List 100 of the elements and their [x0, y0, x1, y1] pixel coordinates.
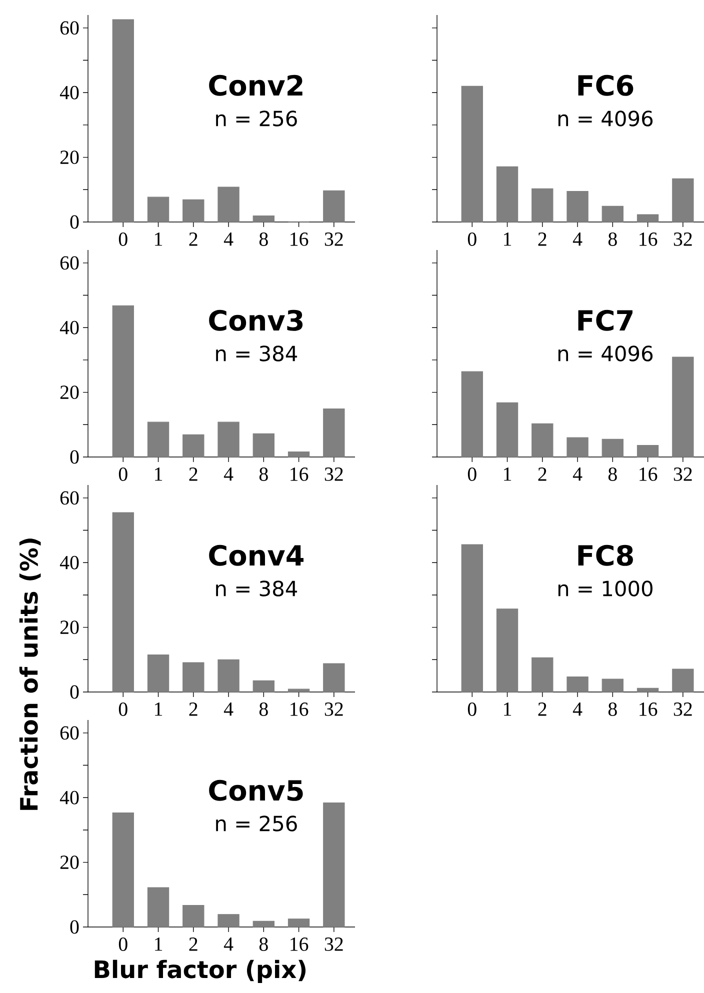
text: n = 1000 — [558, 580, 652, 596]
x-tick-label: 16 — [640, 468, 658, 481]
x-tick-label: 8 — [259, 468, 268, 481]
bar — [218, 659, 240, 692]
bar — [532, 423, 554, 458]
y-tick-label: 20 — [60, 386, 79, 400]
y-tick-label: 20 — [60, 856, 79, 870]
y-tick-label: 40 — [60, 86, 79, 100]
bar — [323, 408, 345, 458]
x-tick-label: 32 — [674, 702, 692, 716]
bar — [496, 166, 518, 222]
text: n = 4096 — [558, 346, 653, 362]
bar — [323, 190, 345, 222]
x-tick-label: 16 — [640, 702, 658, 716]
bar — [636, 445, 659, 458]
x-tick-label: 32 — [324, 468, 343, 481]
y-tick-label: 60 — [60, 491, 79, 505]
x-tick-label: 8 — [608, 702, 617, 716]
bar — [252, 920, 274, 928]
bar — [461, 544, 483, 692]
x-tick-label: 0 — [118, 468, 128, 481]
bar — [147, 654, 170, 692]
bar — [288, 688, 310, 692]
x-tick-label: 0 — [468, 702, 476, 716]
bar — [252, 216, 274, 222]
x-tick-label: 4 — [572, 468, 582, 481]
bar — [112, 305, 134, 458]
text: n = 384 — [216, 580, 298, 596]
text: FC7 — [578, 310, 632, 331]
y-tick-label: 60 — [60, 256, 79, 270]
bar — [602, 438, 624, 458]
bar — [147, 887, 170, 928]
bar — [532, 188, 554, 222]
x-tick-label: 1 — [155, 468, 162, 481]
bar — [182, 434, 204, 458]
y-axis-title: Fraction of units (%) — [19, 538, 41, 810]
text: FC6 — [578, 74, 634, 96]
x-tick-label: 16 — [640, 232, 658, 246]
y-tick-label: 0 — [70, 685, 79, 699]
bar — [218, 422, 240, 458]
bar — [602, 678, 624, 692]
bar — [147, 422, 170, 458]
x-tick-label: 32 — [324, 232, 343, 246]
bar — [672, 668, 694, 692]
bar — [636, 688, 659, 692]
y-tick-label: 0 — [70, 450, 79, 464]
bar — [112, 512, 134, 692]
text: Conv4 — [209, 544, 304, 566]
text: Conv3 — [209, 310, 303, 331]
y-tick-label: 60 — [60, 726, 79, 740]
x-tick-label: 2 — [189, 938, 198, 951]
bar — [288, 918, 310, 928]
bar — [636, 214, 659, 222]
x-tick-label: 4 — [224, 938, 234, 951]
x-tick-label: 0 — [118, 702, 128, 716]
x-tick-label: 1 — [155, 938, 162, 951]
bar — [218, 914, 240, 928]
x-tick-label: 2 — [538, 702, 546, 716]
x-tick-label: 8 — [259, 938, 268, 951]
x-tick-label: 4 — [224, 702, 234, 716]
bar — [147, 196, 170, 222]
bar — [252, 680, 274, 692]
y-tick-label: 0 — [70, 920, 79, 934]
bar — [323, 802, 345, 928]
bar — [218, 186, 240, 222]
x-tick-label: 2 — [538, 468, 546, 481]
x-tick-label: 8 — [608, 468, 617, 481]
x-tick-label: 0 — [468, 468, 476, 481]
text: n = 4096 — [558, 110, 653, 126]
x-tick-label: 0 — [468, 232, 476, 246]
x-tick-label: 32 — [324, 938, 343, 951]
x-tick-label: 4 — [224, 232, 234, 246]
text: n = 256 — [216, 816, 297, 832]
y-tick-label: 40 — [60, 556, 79, 570]
bar — [496, 402, 518, 458]
bar — [461, 371, 483, 458]
x-tick-label: 2 — [189, 232, 198, 246]
bar — [112, 812, 134, 928]
x-axis-title: Blur factor (pix) — [94, 960, 306, 983]
x-tick-label: 4 — [572, 702, 582, 716]
x-tick-label: 8 — [259, 702, 268, 716]
x-tick-label: 16 — [290, 938, 308, 951]
x-tick-label: 32 — [674, 232, 692, 246]
text: Conv5 — [209, 780, 303, 801]
bar — [182, 905, 204, 928]
bar — [532, 657, 554, 692]
x-tick-label: 1 — [504, 232, 512, 246]
y-tick-label: 60 — [60, 21, 79, 35]
bar — [182, 199, 204, 222]
x-tick-label: 0 — [118, 938, 128, 951]
bar — [672, 356, 694, 458]
bar — [252, 433, 274, 458]
x-tick-label: 4 — [224, 468, 234, 481]
x-tick-label: 32 — [674, 468, 692, 481]
y-tick-label: 20 — [60, 620, 79, 634]
bar — [182, 662, 204, 692]
bar — [112, 19, 134, 222]
x-tick-label: 32 — [324, 702, 343, 716]
x-tick-label: 2 — [538, 232, 546, 246]
y-tick-label: 40 — [60, 790, 79, 804]
